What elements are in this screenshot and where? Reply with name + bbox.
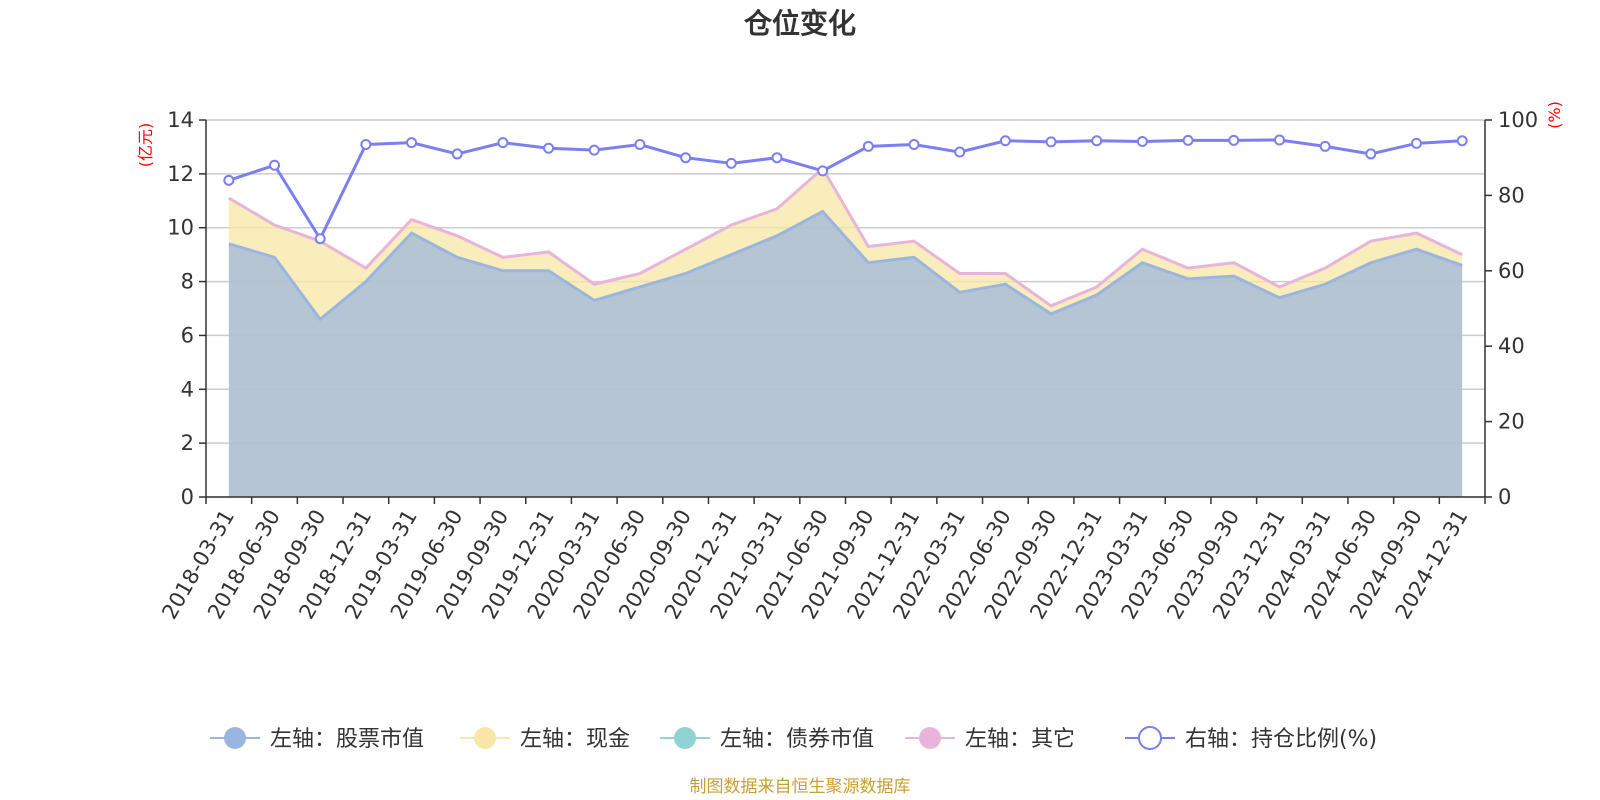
left-axis-tick-label: 10 xyxy=(167,216,194,240)
left-axis-tick-label: 8 xyxy=(181,270,194,294)
ratio-point xyxy=(725,157,737,169)
legend-marker xyxy=(1138,726,1162,750)
right-axis-tick-label: 60 xyxy=(1498,259,1525,283)
ratio-point xyxy=(817,165,829,177)
ratio-point xyxy=(269,159,281,171)
ratio-point xyxy=(954,146,966,158)
legend-label: 左轴：股票市值 xyxy=(270,727,424,752)
ratio-point xyxy=(1410,137,1422,149)
ratio-point xyxy=(314,233,326,245)
ratio-point xyxy=(1045,136,1057,148)
legend-item: 左轴：股票市值 xyxy=(210,727,424,752)
stock-area xyxy=(228,211,1463,498)
legend-label: 左轴：其它 xyxy=(965,727,1075,752)
legend-marker xyxy=(474,727,496,749)
ratio-point xyxy=(634,139,646,151)
source-note: 制图数据来自恒生聚源数据库 xyxy=(690,777,911,797)
stock-line xyxy=(228,209,1463,322)
left-axis-tick-label: 12 xyxy=(167,162,194,186)
ratio-point xyxy=(1456,135,1468,147)
ratio-point xyxy=(497,137,509,149)
right-axis-tick-label: 40 xyxy=(1498,334,1525,358)
legend-marker xyxy=(674,727,696,749)
left-axis-tick-label: 4 xyxy=(181,377,194,401)
right-axis-unit: (%) xyxy=(1545,101,1564,129)
ratio-point xyxy=(588,144,600,156)
right-axis-tick-label: 80 xyxy=(1498,183,1525,207)
ratio-point xyxy=(1365,148,1377,160)
left-axis-tick-label: 0 xyxy=(181,485,194,509)
ratio-point xyxy=(1091,135,1103,147)
left-axis-tick-label: 2 xyxy=(181,431,194,455)
legend-item: 左轴：现金 xyxy=(460,727,630,752)
right-axis-tick-label: 20 xyxy=(1498,410,1525,434)
legend-marker xyxy=(919,727,941,749)
legend-marker xyxy=(224,727,246,749)
left-axis-unit: (亿元) xyxy=(136,123,155,168)
ratio-point xyxy=(223,174,235,186)
ratio-point xyxy=(451,148,463,160)
ratio-point xyxy=(1136,135,1148,147)
right-axis-tick-label: 0 xyxy=(1498,485,1511,509)
ratio-line-series xyxy=(223,134,1468,245)
right-axis-tick-label: 100 xyxy=(1498,108,1538,132)
legend-label: 左轴：现金 xyxy=(520,727,630,752)
legend-item: 右轴：持仓比例(%) xyxy=(1125,726,1377,752)
ratio-point xyxy=(862,140,874,152)
ratio-point xyxy=(908,139,920,151)
ratio-point xyxy=(680,152,692,164)
legend-label: 左轴：债券市值 xyxy=(720,727,874,752)
ratio-point xyxy=(1182,134,1194,146)
left-axis-tick-label: 6 xyxy=(181,323,194,347)
chart-title: 仓位变化 xyxy=(744,7,856,40)
ratio-point xyxy=(406,137,418,149)
area-series xyxy=(228,166,1463,498)
ratio-point xyxy=(1319,140,1331,152)
other-line xyxy=(228,166,1463,308)
ratio-point xyxy=(999,135,1011,147)
legend: 左轴：股票市值 左轴：现金 左轴：债券市值 左轴：其它 右轴：持仓比例(%) xyxy=(210,726,1377,752)
ratio-point xyxy=(1273,134,1285,146)
ratio-line xyxy=(228,138,1463,242)
ratio-point xyxy=(543,142,555,154)
legend-item: 左轴：债券市值 xyxy=(660,727,874,752)
legend-item: 左轴：其它 xyxy=(905,727,1075,752)
ratio-point xyxy=(1228,134,1240,146)
left-axis-tick-label: 14 xyxy=(167,108,194,132)
ratio-point xyxy=(771,152,783,164)
ratio-point xyxy=(360,139,372,151)
legend-label: 右轴：持仓比例(%) xyxy=(1185,727,1377,752)
